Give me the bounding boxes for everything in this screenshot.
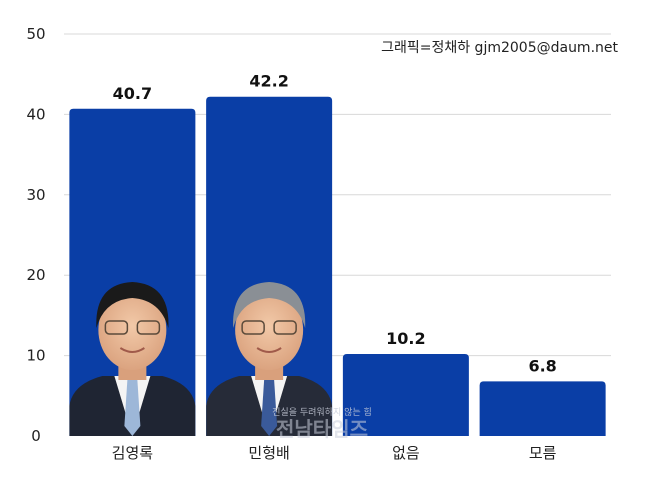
value-labels: 40.7 42.2 10.2 6.8 xyxy=(113,72,557,376)
portrait-smile xyxy=(119,347,145,353)
data-label: 10.2 xyxy=(386,329,425,348)
portrait-tie xyxy=(124,380,141,436)
portrait-smile xyxy=(256,347,282,353)
y-tick-label: 30 xyxy=(26,186,45,204)
bar-portrait xyxy=(69,282,196,436)
graphic-credit: 그래픽=정채하 gjm2005@daum.net xyxy=(381,40,618,56)
portrait-face xyxy=(235,290,304,370)
y-tick-label: 10 xyxy=(26,347,45,365)
portrait-hair xyxy=(96,282,169,328)
y-tick-label: 40 xyxy=(26,105,45,123)
watermark: 진실을 두려워하지 않는 힘 xyxy=(272,407,372,418)
category-label: 민형배 xyxy=(248,444,289,462)
portraits xyxy=(69,282,333,436)
portrait-glasses-left xyxy=(104,320,129,335)
portrait-glasses-right xyxy=(273,320,297,335)
y-tick-label: 20 xyxy=(26,266,45,284)
category-label: 김영록 xyxy=(112,444,154,462)
category-label: 모름 xyxy=(529,444,557,462)
y-axis-ticks: 0 10 20 30 40 50 xyxy=(26,25,45,445)
y-tick-label: 0 xyxy=(31,427,41,445)
y-tick-label: 50 xyxy=(26,25,45,43)
portrait-glasses-left xyxy=(241,320,265,335)
bar xyxy=(69,108,196,436)
data-label: 6.8 xyxy=(528,356,556,375)
bar xyxy=(206,96,333,436)
category-labels: 김영록 민형배 없음 모름 xyxy=(112,444,557,462)
bar xyxy=(479,381,606,436)
watermark-brand: 전남타임즈 xyxy=(276,417,368,441)
portrait-face xyxy=(98,290,167,370)
portrait-hair xyxy=(233,282,306,328)
category-label: 없음 xyxy=(392,444,420,462)
bar-portrait xyxy=(206,282,333,436)
bars xyxy=(69,96,606,436)
portrait-tie xyxy=(261,380,278,436)
data-label: 40.7 xyxy=(113,84,152,103)
portrait-glasses-right xyxy=(136,320,161,335)
bar xyxy=(342,353,469,436)
data-label: 42.2 xyxy=(249,72,288,91)
